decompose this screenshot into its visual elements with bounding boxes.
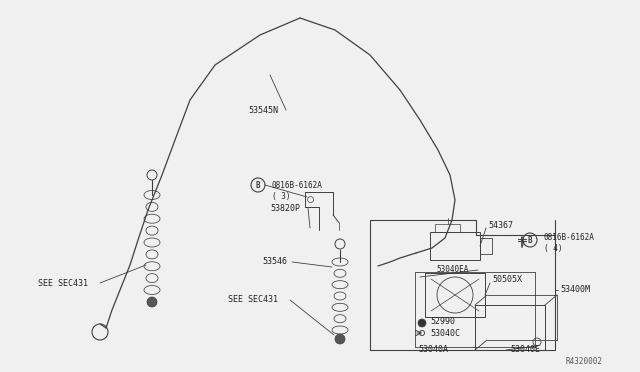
Text: 53820P: 53820P [270,203,300,212]
Text: ( 3): ( 3) [272,192,291,201]
Circle shape [418,319,426,327]
Text: 53546: 53546 [262,257,287,266]
Text: 53040C: 53040C [430,328,460,337]
Circle shape [147,297,157,307]
Text: 50505X: 50505X [492,276,522,285]
Bar [425,273,485,317]
Text: B: B [528,235,532,244]
Bar [435,224,460,232]
Text: 0816B-6162A: 0816B-6162A [272,180,323,189]
Text: 53545N: 53545N [248,106,278,115]
Circle shape [335,334,345,344]
Text: SEE SEC431: SEE SEC431 [38,279,88,288]
Text: 53040E: 53040E [510,346,540,355]
Text: 54367: 54367 [488,221,513,230]
Text: 53040A: 53040A [418,346,448,355]
Text: 52990: 52990 [430,317,455,327]
Text: R4320002: R4320002 [565,357,602,366]
Text: 53400M: 53400M [560,285,590,295]
Text: ( 4): ( 4) [544,244,563,253]
Text: 53040EA: 53040EA [436,266,468,275]
Text: B: B [256,180,260,189]
Text: 0816B-6162A: 0816B-6162A [544,232,595,241]
Bar [480,238,492,254]
Bar [430,232,480,260]
Text: SEE SEC431: SEE SEC431 [228,295,278,305]
